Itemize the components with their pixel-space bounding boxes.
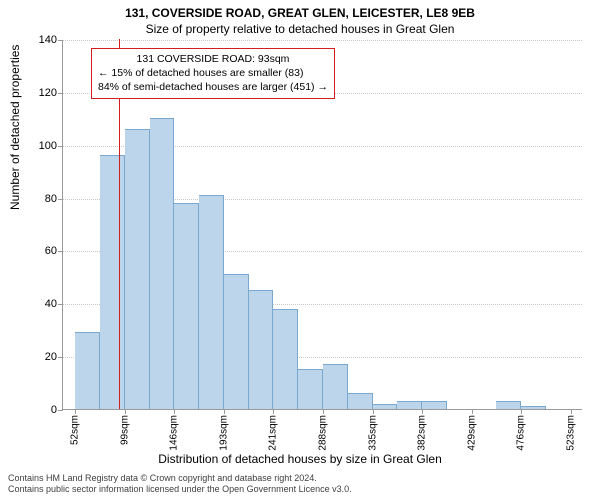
ytick-mark — [58, 410, 63, 411]
xtick-label: 476sqm — [516, 415, 527, 451]
xtick-label: 146sqm — [169, 415, 180, 451]
histogram-bar — [422, 401, 447, 409]
histogram-bar — [125, 129, 150, 409]
histogram-bar — [496, 401, 521, 409]
histogram-bar — [397, 401, 422, 409]
histogram-bar — [323, 364, 348, 409]
ytick-label: 120 — [39, 87, 57, 99]
x-axis-label: Distribution of detached houses by size … — [0, 452, 600, 466]
xtick-mark — [273, 409, 274, 414]
ytick-mark — [58, 40, 63, 41]
annotation-box: 131 COVERSIDE ROAD: 93sqm← 15% of detach… — [91, 48, 335, 99]
annotation-line: 131 COVERSIDE ROAD: 93sqm — [98, 52, 328, 66]
xtick-mark — [224, 409, 225, 414]
page-title-line2: Size of property relative to detached ho… — [0, 20, 600, 36]
xtick-mark — [472, 409, 473, 414]
xtick-label: 523sqm — [565, 415, 576, 451]
xtick-label: 335sqm — [367, 415, 378, 451]
xtick-mark — [323, 409, 324, 414]
xtick-mark — [571, 409, 572, 414]
credits-line1: Contains HM Land Registry data © Crown c… — [8, 473, 592, 485]
ytick-mark — [58, 93, 63, 94]
ytick-mark — [58, 304, 63, 305]
annotation-line: ← 15% of detached houses are smaller (83… — [98, 66, 328, 80]
histogram-bar — [273, 309, 298, 409]
xtick-mark — [521, 409, 522, 414]
xtick-mark — [422, 409, 423, 414]
ytick-mark — [58, 251, 63, 252]
histogram-bar — [199, 195, 224, 409]
xtick-mark — [125, 409, 126, 414]
xtick-mark — [75, 409, 76, 414]
credits-text: Contains HM Land Registry data © Crown c… — [8, 473, 592, 496]
xtick-mark — [373, 409, 374, 414]
histogram-bar — [174, 203, 199, 409]
histogram-plot: 02040608010012014052sqm99sqm146sqm193sqm… — [62, 40, 582, 410]
ytick-label: 100 — [39, 140, 57, 152]
ytick-mark — [58, 357, 63, 358]
xtick-label: 288sqm — [318, 415, 329, 451]
ytick-mark — [58, 146, 63, 147]
histogram-bar — [348, 393, 373, 409]
histogram-bar — [521, 406, 546, 409]
ytick-label: 20 — [45, 351, 57, 363]
xtick-label: 429sqm — [466, 415, 477, 451]
histogram-bar — [298, 369, 323, 409]
ytick-label: 0 — [51, 404, 57, 416]
histogram-bar — [75, 332, 100, 409]
ytick-label: 60 — [45, 245, 57, 257]
xtick-label: 52sqm — [70, 415, 81, 445]
y-axis-label: Number of detached properties — [8, 45, 22, 210]
annotation-line: 84% of semi-detached houses are larger (… — [98, 80, 328, 94]
histogram-bar — [100, 155, 125, 409]
histogram-bar — [150, 118, 175, 409]
histogram-bar — [373, 404, 398, 409]
ytick-label: 40 — [45, 298, 57, 310]
xtick-label: 382sqm — [417, 415, 428, 451]
credits-line2: Contains public sector information licen… — [8, 484, 592, 496]
xtick-label: 193sqm — [218, 415, 229, 451]
page-title-line1: 131, COVERSIDE ROAD, GREAT GLEN, LEICEST… — [0, 0, 600, 20]
xtick-label: 241sqm — [268, 415, 279, 451]
ytick-label: 80 — [45, 193, 57, 205]
ytick-mark — [58, 199, 63, 200]
histogram-bar — [224, 274, 249, 409]
xtick-label: 99sqm — [119, 415, 130, 445]
histogram-bar — [249, 290, 274, 409]
xtick-mark — [174, 409, 175, 414]
ytick-label: 140 — [39, 34, 57, 46]
gridline — [63, 40, 582, 41]
